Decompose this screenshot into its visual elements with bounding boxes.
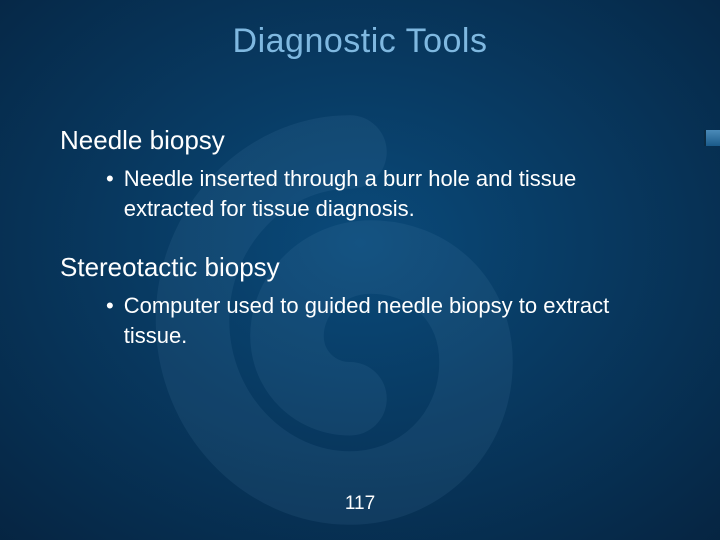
slide-edge-decoration xyxy=(702,130,720,150)
slide-title: Diagnostic Tools xyxy=(0,22,720,61)
bullet-marker-icon: • xyxy=(106,164,114,194)
section-heading: Stereotactic biopsy xyxy=(60,252,660,283)
bullet-row: • Computer used to guided needle biopsy … xyxy=(106,291,660,351)
bullet-text: Computer used to guided needle biopsy to… xyxy=(124,291,660,351)
slide-body: Needle biopsy • Needle inserted through … xyxy=(60,125,660,379)
slide-container: Diagnostic Tools Needle biopsy • Needle … xyxy=(0,0,720,540)
bullet-marker-icon: • xyxy=(106,291,114,321)
bullet-text: Needle inserted through a burr hole and … xyxy=(124,164,660,224)
section-heading: Needle biopsy xyxy=(60,125,660,156)
page-number: 117 xyxy=(0,493,720,515)
bullet-row: • Needle inserted through a burr hole an… xyxy=(106,164,660,224)
